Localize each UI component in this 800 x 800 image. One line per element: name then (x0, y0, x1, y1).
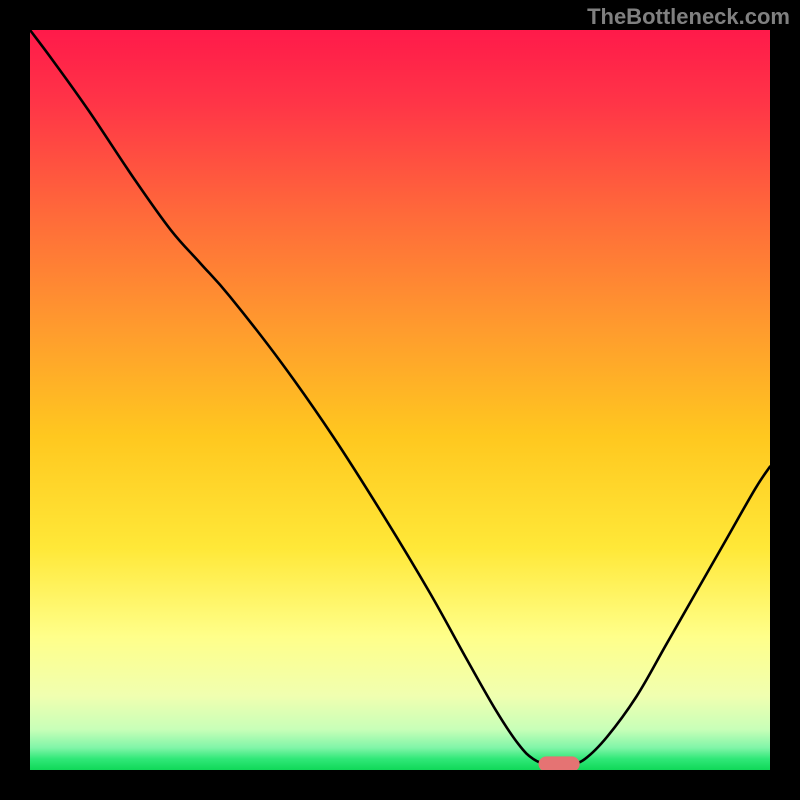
gradient-background (30, 30, 770, 770)
optimum-marker (539, 757, 580, 770)
chart-stage: TheBottleneck.com (0, 0, 800, 800)
curve-layer (30, 30, 770, 770)
source-watermark: TheBottleneck.com (587, 4, 790, 30)
bottleneck-curve (30, 30, 770, 765)
plot-area (30, 30, 770, 770)
